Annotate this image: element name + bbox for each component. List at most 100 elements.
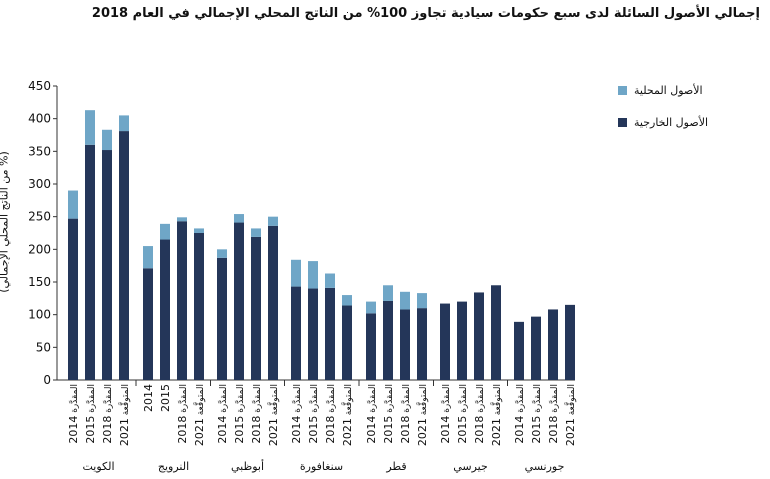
x-tick-note: المقدَّرة	[384, 384, 395, 416]
bar-external	[457, 301, 467, 380]
bar-external	[366, 313, 376, 380]
bar-external	[268, 225, 278, 380]
x-tick-label: 2018 المقدَّرة	[547, 384, 560, 444]
y-axis-title-text: (% من الناتج المحلي الإجمالي)	[0, 151, 11, 293]
y-tick-label: 50	[36, 340, 51, 354]
x-tick-year: 2018	[473, 416, 486, 444]
bar-domestic	[194, 228, 204, 233]
group-label: النرويج	[158, 460, 189, 473]
x-tick-note: المقدَّرة	[103, 384, 114, 416]
x-tick-label: 2015 المقدَّرة	[456, 384, 469, 444]
bar-external	[119, 131, 129, 380]
x-tick-year: 2015	[530, 416, 543, 444]
x-tick-label: 2014 المقدَّرة	[290, 384, 303, 444]
x-tick-label: 2018 المقدَّرة	[250, 384, 263, 444]
x-tick-note: المتوقَّعة	[118, 384, 131, 418]
x-tick-year: 2018	[547, 416, 560, 444]
bar-domestic	[400, 291, 410, 310]
x-tick-label: 2014 المقدَّرة	[67, 384, 80, 444]
x-tick-note: المتوقَّعة	[341, 384, 354, 418]
group-label: أبوظبي	[231, 459, 264, 473]
x-tick-label: 2018 المقدَّرة	[101, 384, 114, 444]
bar-external	[308, 288, 318, 380]
x-tick-note: المقدَّرة	[458, 384, 469, 416]
x-tick-note: المتوقَّعة	[193, 384, 206, 418]
x-tick-year: 2015	[456, 416, 469, 444]
bar-external	[160, 239, 170, 380]
x-tick-label: 2018 المقدَّرة	[176, 384, 189, 444]
bar-external	[177, 221, 187, 380]
bar-external	[291, 286, 301, 380]
legend-label-external: الأصول الخارجية	[634, 116, 709, 129]
bar-domestic	[366, 301, 376, 314]
x-tick-note: المقدَّرة	[367, 384, 378, 416]
bar-domestic	[342, 295, 352, 306]
x-tick-label: 2021 المتوقَّعة	[193, 384, 206, 446]
x-tick-year: 2014	[513, 416, 526, 444]
bar-external	[417, 308, 427, 380]
x-tick-year: 2014	[67, 416, 80, 444]
bar-external	[491, 285, 501, 380]
x-tick-year: 2015	[307, 416, 320, 444]
group-label: جورنسي	[525, 460, 565, 473]
bar-external	[217, 257, 227, 380]
y-tick-label: 450	[28, 79, 51, 93]
x-tick-note: المقدَّرة	[441, 384, 452, 416]
bar-external	[565, 304, 575, 380]
x-tick-year: 2014	[365, 416, 378, 444]
x-tick-note: المتوقَّعة	[564, 384, 577, 418]
x-tick-label: 2015 المقدَّرة	[307, 384, 320, 444]
bar-external	[400, 309, 410, 380]
x-tick-note: المقدَّرة	[401, 384, 412, 416]
bar-domestic	[68, 190, 78, 219]
bar-domestic	[234, 214, 244, 223]
bar-domestic	[217, 249, 227, 258]
bar-external	[474, 292, 484, 380]
group-label: قطر	[385, 460, 406, 473]
group-label: الكويت	[82, 460, 114, 473]
legend-swatch-domestic	[618, 86, 627, 95]
x-tick-note: المقدَّرة	[292, 384, 303, 416]
bar-external	[143, 268, 153, 380]
x-tick-label: 2015 المقدَّرة	[530, 384, 543, 444]
x-tick-label: 2015 المقدَّرة	[84, 384, 97, 444]
bar-external	[102, 150, 112, 380]
y-tick-label: 150	[28, 275, 51, 289]
x-tick-note: المقدَّرة	[252, 384, 263, 416]
x-tick-note: المقدَّرة	[235, 384, 246, 416]
bar-external	[85, 144, 95, 380]
bar-external	[342, 305, 352, 380]
bar-domestic	[383, 285, 393, 301]
bar-domestic	[417, 293, 427, 309]
legend-label-domestic: الأصول المحلية	[634, 84, 703, 97]
x-tick-label: 2014 المقدَّرة	[216, 384, 229, 444]
group-label: سنغافورة	[300, 460, 343, 473]
x-tick-note: المقدَّرة	[178, 384, 189, 416]
x-tick-year: 2015	[84, 416, 97, 444]
x-tick-note: المقدَّرة	[218, 384, 229, 416]
x-tick-year: 2018	[176, 416, 189, 444]
x-tick-label: 2015 المقدَّرة	[382, 384, 395, 444]
y-tick-label: 200	[28, 242, 51, 256]
bar-domestic	[143, 246, 153, 269]
x-tick-year: 2014	[439, 416, 452, 444]
x-tick-year: 2021	[118, 418, 131, 446]
bar-external	[68, 218, 78, 380]
bar-domestic	[325, 273, 335, 288]
x-tick-label: 2021 المتوقَّعة	[564, 384, 577, 446]
x-tick-year: 2018	[250, 416, 263, 444]
x-tick-note: المقدَّرة	[69, 384, 80, 416]
x-tick-year: 2018	[101, 416, 114, 444]
x-tick-year: 2021	[564, 418, 577, 446]
y-tick-label: 100	[28, 308, 51, 322]
bar-external	[194, 233, 204, 380]
bar-external	[251, 236, 261, 380]
bar-domestic	[308, 261, 318, 289]
x-tick-label: 2014 المقدَّرة	[439, 384, 452, 444]
x-tick-note: المقدَّرة	[532, 384, 543, 416]
x-tick-year: 2018	[399, 416, 412, 444]
x-tick-year: 2021	[267, 418, 280, 446]
x-tick-note: المقدَّرة	[515, 384, 526, 416]
x-tick-label: 2021 المتوقَّعة	[267, 384, 280, 446]
